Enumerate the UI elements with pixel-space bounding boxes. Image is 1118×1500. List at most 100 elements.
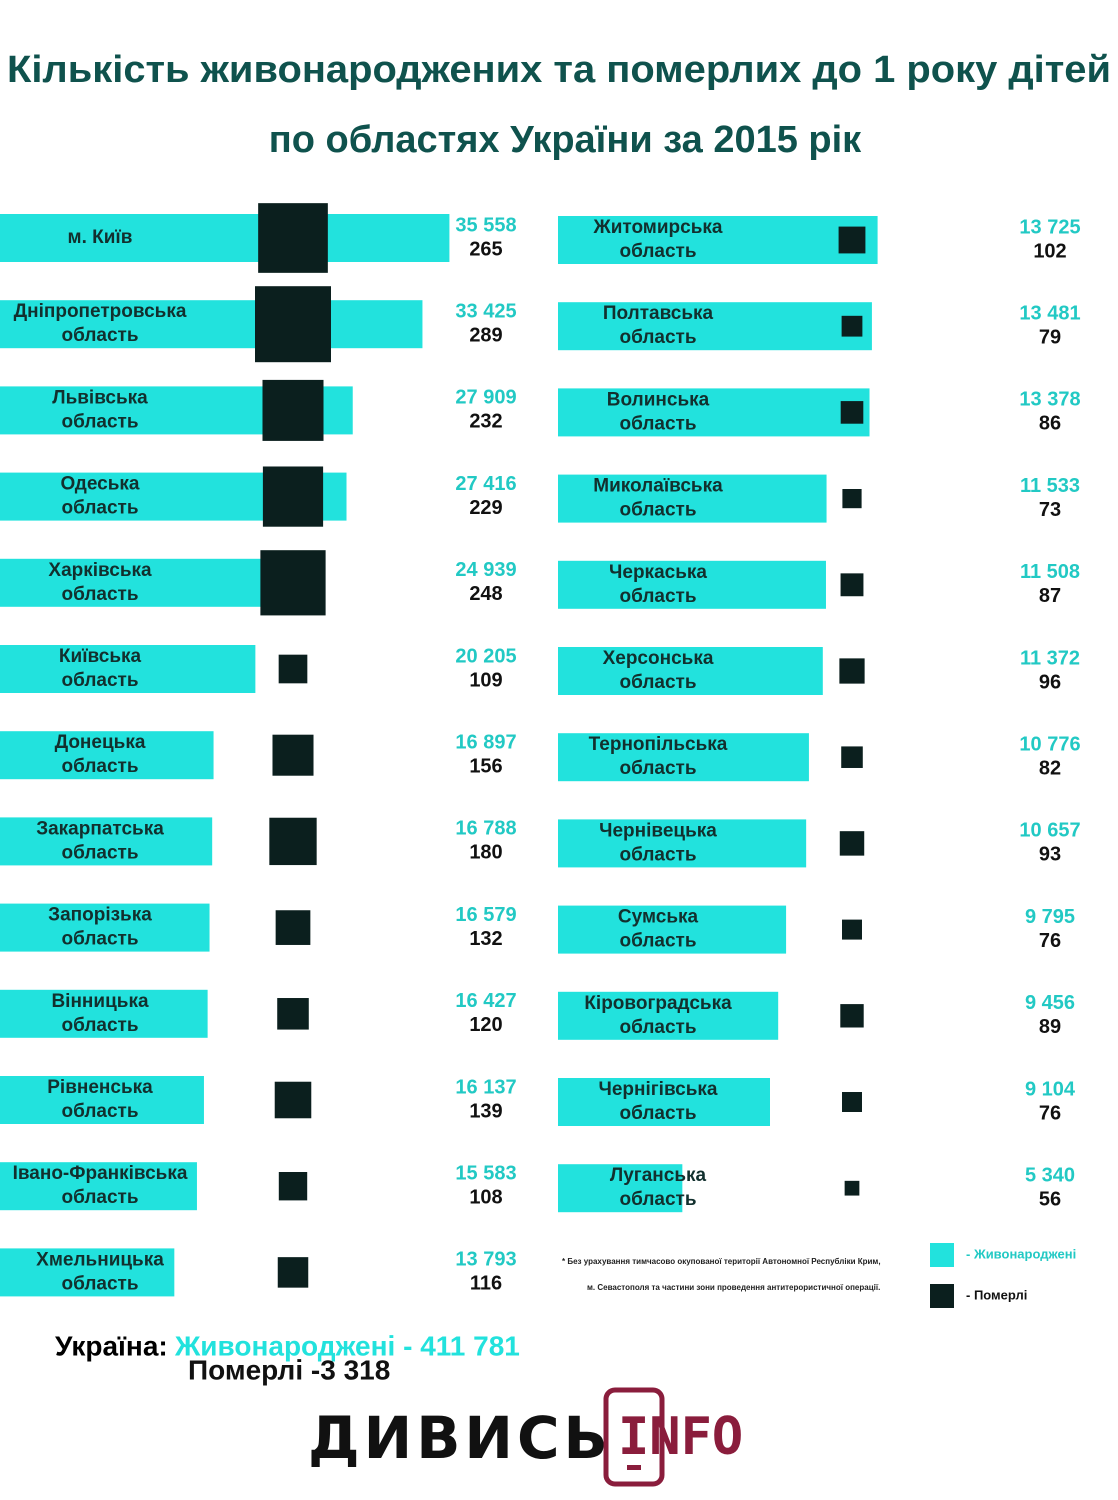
birth-value: 16 427 <box>455 990 516 1012</box>
category-label: Хмельницька область <box>36 1249 164 1294</box>
birth-value: 35 558 <box>455 214 516 236</box>
death-square <box>277 1257 309 1288</box>
category-label: Полтавська область <box>603 303 714 348</box>
birth-value: 13 793 <box>455 1249 516 1271</box>
birth-bar <box>558 819 807 868</box>
death-value: 232 <box>469 411 502 433</box>
death-value: 229 <box>469 497 502 519</box>
birth-bar <box>0 300 423 349</box>
category-label: Вінницька область <box>51 991 149 1036</box>
birth-bar <box>0 1076 204 1124</box>
category-label: Львівська область <box>52 387 148 432</box>
birth-value: 9 795 <box>1025 906 1075 928</box>
footnote: м. Севастополя та частини зони проведенн… <box>587 1283 880 1292</box>
death-value: 108 <box>469 1186 502 1208</box>
death-square <box>255 286 331 363</box>
category-label: Одеська область <box>60 474 139 519</box>
death-value: 79 <box>1039 326 1061 348</box>
birth-bar <box>558 1078 770 1126</box>
category-label: Рівненська область <box>47 1077 153 1122</box>
birth-bar <box>558 474 827 523</box>
death-square <box>844 1180 860 1196</box>
death-value: 120 <box>469 1014 502 1036</box>
death-square <box>260 550 326 616</box>
death-value: 93 <box>1039 844 1061 866</box>
birth-value: 11 508 <box>1020 561 1080 583</box>
birth-bar <box>0 1248 175 1297</box>
birth-bar <box>0 1162 197 1211</box>
birth-value: 11 372 <box>1020 647 1080 669</box>
category-label: Запорізька область <box>48 905 152 950</box>
death-square <box>278 654 308 684</box>
birth-value: 5 340 <box>1025 1164 1075 1186</box>
death-value: 76 <box>1039 930 1061 952</box>
birth-bar <box>558 216 878 264</box>
category-label: Дніпропетровська область <box>14 301 187 346</box>
category-label: Івано-Франківська область <box>13 1163 188 1208</box>
birth-bar <box>558 733 809 782</box>
death-square <box>272 734 314 776</box>
death-square <box>258 203 328 273</box>
death-value: 289 <box>469 324 502 346</box>
birth-bar <box>558 1164 683 1213</box>
title-line: Кількість живонароджених та померлих до … <box>7 49 1111 91</box>
birth-value: 15 583 <box>455 1162 516 1184</box>
death-square <box>841 746 863 768</box>
death-value: 139 <box>469 1100 502 1122</box>
birth-bar <box>558 647 823 695</box>
death-value: 109 <box>469 669 502 691</box>
logo-text: ДИВИСЬ <box>308 1404 612 1472</box>
death-value: 180 <box>469 842 502 864</box>
birth-bar <box>0 817 213 866</box>
death-value: 86 <box>1039 413 1061 435</box>
category-label: Закарпатська область <box>36 818 164 863</box>
birth-bar <box>558 560 826 609</box>
death-value: 96 <box>1039 671 1061 693</box>
death-square <box>262 379 324 441</box>
death-square <box>842 489 862 509</box>
death-square <box>840 401 864 424</box>
birth-value: 27 416 <box>455 473 516 495</box>
total-births: Живонароджені - 411 781 <box>174 1330 520 1361</box>
legend-label: - Живонароджені <box>966 1246 1076 1261</box>
category-label: м. Київ <box>68 227 133 248</box>
birth-value: 9 104 <box>1025 1078 1076 1100</box>
category-label: Кіровоградська область <box>584 993 732 1038</box>
death-square <box>842 919 862 940</box>
death-value: 87 <box>1039 585 1061 607</box>
logo-phone <box>603 1387 665 1487</box>
death-square <box>842 1092 862 1112</box>
death-square <box>840 573 864 597</box>
death-square <box>841 315 863 337</box>
birth-bar <box>558 388 870 437</box>
total-label: Україна: <box>55 1330 168 1361</box>
category-label: Херсонська область <box>603 648 714 693</box>
death-square <box>840 1004 864 1028</box>
birth-value: 16 788 <box>455 818 516 840</box>
death-value: 156 <box>469 755 502 777</box>
death-value: 56 <box>1039 1188 1061 1210</box>
death-square <box>277 998 309 1030</box>
category-label: Київська область <box>59 646 142 691</box>
birth-bar <box>0 731 214 780</box>
birth-value: 33 425 <box>455 300 516 322</box>
title-line: по областях України за 2015 рік <box>269 119 862 161</box>
legend-swatch <box>930 1243 954 1267</box>
birth-value: 10 657 <box>1019 820 1080 842</box>
death-value: 265 <box>469 238 502 260</box>
death-value: 73 <box>1039 499 1061 521</box>
birth-value: 16 137 <box>455 1076 516 1098</box>
death-value: 132 <box>469 928 502 950</box>
birth-value: 10 776 <box>1019 733 1080 755</box>
death-square <box>262 466 324 527</box>
birth-bar <box>0 214 450 262</box>
category-label: Сумська область <box>618 907 699 952</box>
category-label: Чернівецька область <box>599 820 717 865</box>
birth-value: 27 909 <box>455 387 516 409</box>
death-value: 116 <box>470 1273 502 1295</box>
birth-value: 24 939 <box>455 559 516 581</box>
birth-bar <box>558 905 787 954</box>
category-label: Волинська область <box>607 389 710 434</box>
logo-phone-button <box>627 1465 641 1470</box>
